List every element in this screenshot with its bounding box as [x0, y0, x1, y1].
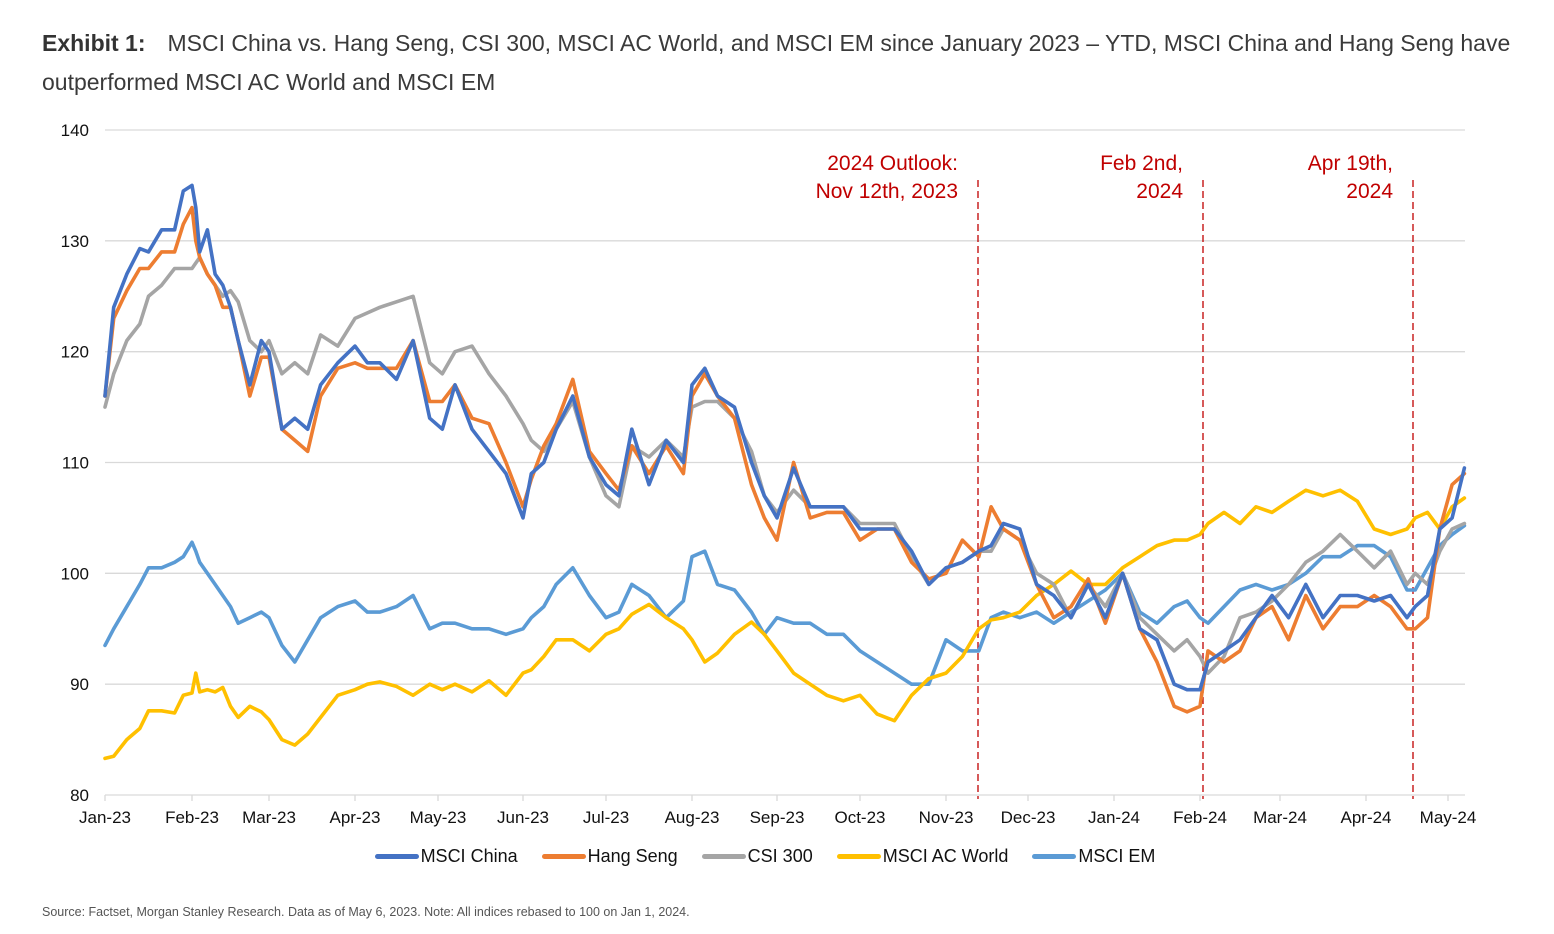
y-axis: 80 90 100 110 120 130 140	[61, 121, 89, 805]
y-tick-label: 120	[61, 343, 89, 362]
x-tick-label: Jan-23	[79, 808, 131, 827]
x-tick-label: Apr-23	[329, 808, 380, 827]
series-line-msci-em	[103, 523, 1467, 687]
legend-label: CSI 300	[747, 846, 813, 866]
x-tick-label: Feb-23	[165, 808, 219, 827]
legend-item-msci-ac-world: MSCI AC World	[836, 846, 1009, 867]
legend-swatch	[374, 854, 419, 859]
annotations: 2024 Outlook: Nov 12th, 2023 Feb 2nd, 2024 A…	[816, 152, 1394, 203]
x-tick-label: Dec-23	[1001, 808, 1056, 827]
legend-swatch	[836, 854, 881, 859]
series-lines	[103, 183, 1467, 761]
exhibit-title: Exhibit 1: MSCI China vs. Hang Seng, CSI …	[42, 24, 1522, 102]
x-axis: Jan-23 Feb-23 Mar-23 Apr-23 May-23 Jun-23 Jul-…	[79, 795, 1476, 827]
series-line-msci-china	[103, 183, 1467, 692]
x-tick-label: Mar-23	[242, 808, 296, 827]
x-tick-label: Aug-23	[665, 808, 720, 827]
annotation-label: Nov 12th, 2023	[816, 180, 958, 203]
exhibit-title-text: MSCI China vs. Hang Seng, CSI 300, MSCI …	[42, 30, 1511, 95]
legend-swatch	[1032, 854, 1077, 859]
legend-swatch	[701, 854, 746, 859]
y-tick-label: 110	[62, 454, 89, 473]
legend-swatch	[541, 854, 586, 859]
series-line-msci-ac-world	[103, 488, 1467, 761]
annotation-label: Feb 2nd,	[1100, 152, 1183, 175]
x-tick-label: May-23	[410, 808, 467, 827]
legend-item-hang-seng: Hang Seng	[541, 846, 678, 867]
source-note: Source: Factset, Morgan Stanley Research…	[42, 905, 690, 919]
x-tick-label: Jul-23	[583, 808, 629, 827]
x-tick-label: May-24	[1420, 808, 1477, 827]
x-tick-label: Jun-23	[497, 808, 549, 827]
y-tick-label: 90	[70, 675, 89, 694]
annotation-label: 2024	[1136, 180, 1183, 203]
annotation-label: 2024 Outlook:	[827, 152, 958, 175]
x-tick-label: Oct-23	[834, 808, 885, 827]
y-tick-label: 80	[70, 786, 89, 805]
legend-label: MSCI AC World	[882, 846, 1009, 866]
x-tick-label: Feb-24	[1173, 808, 1227, 827]
legend-label: Hang Seng	[587, 846, 678, 866]
x-tick-label: Jan-24	[1088, 808, 1140, 827]
legend-label: MSCI China	[420, 846, 518, 866]
x-tick-label: Mar-24	[1253, 808, 1307, 827]
x-tick-label: Nov-23	[919, 808, 974, 827]
annotation-label: Apr 19th,	[1308, 152, 1393, 175]
annotation-lines	[977, 180, 1414, 799]
y-tick-label: 140	[61, 121, 89, 140]
legend: MSCI China Hang Seng CSI 300 MSCI AC Wor…	[0, 846, 1554, 867]
x-tick-label: Apr-24	[1340, 808, 1391, 827]
gridlines	[105, 129, 1465, 796]
y-tick-label: 130	[61, 232, 89, 251]
legend-label: MSCI EM	[1078, 846, 1156, 866]
exhibit-number: Exhibit 1:	[42, 30, 146, 56]
annotation-label: 2024	[1346, 180, 1393, 203]
legend-item-msci-china: MSCI China	[374, 846, 518, 867]
y-tick-label: 100	[61, 564, 89, 583]
legend-item-csi-300: CSI 300	[701, 846, 813, 867]
x-tick-label: Sep-23	[750, 808, 805, 827]
legend-item-msci-em: MSCI EM	[1032, 846, 1155, 867]
